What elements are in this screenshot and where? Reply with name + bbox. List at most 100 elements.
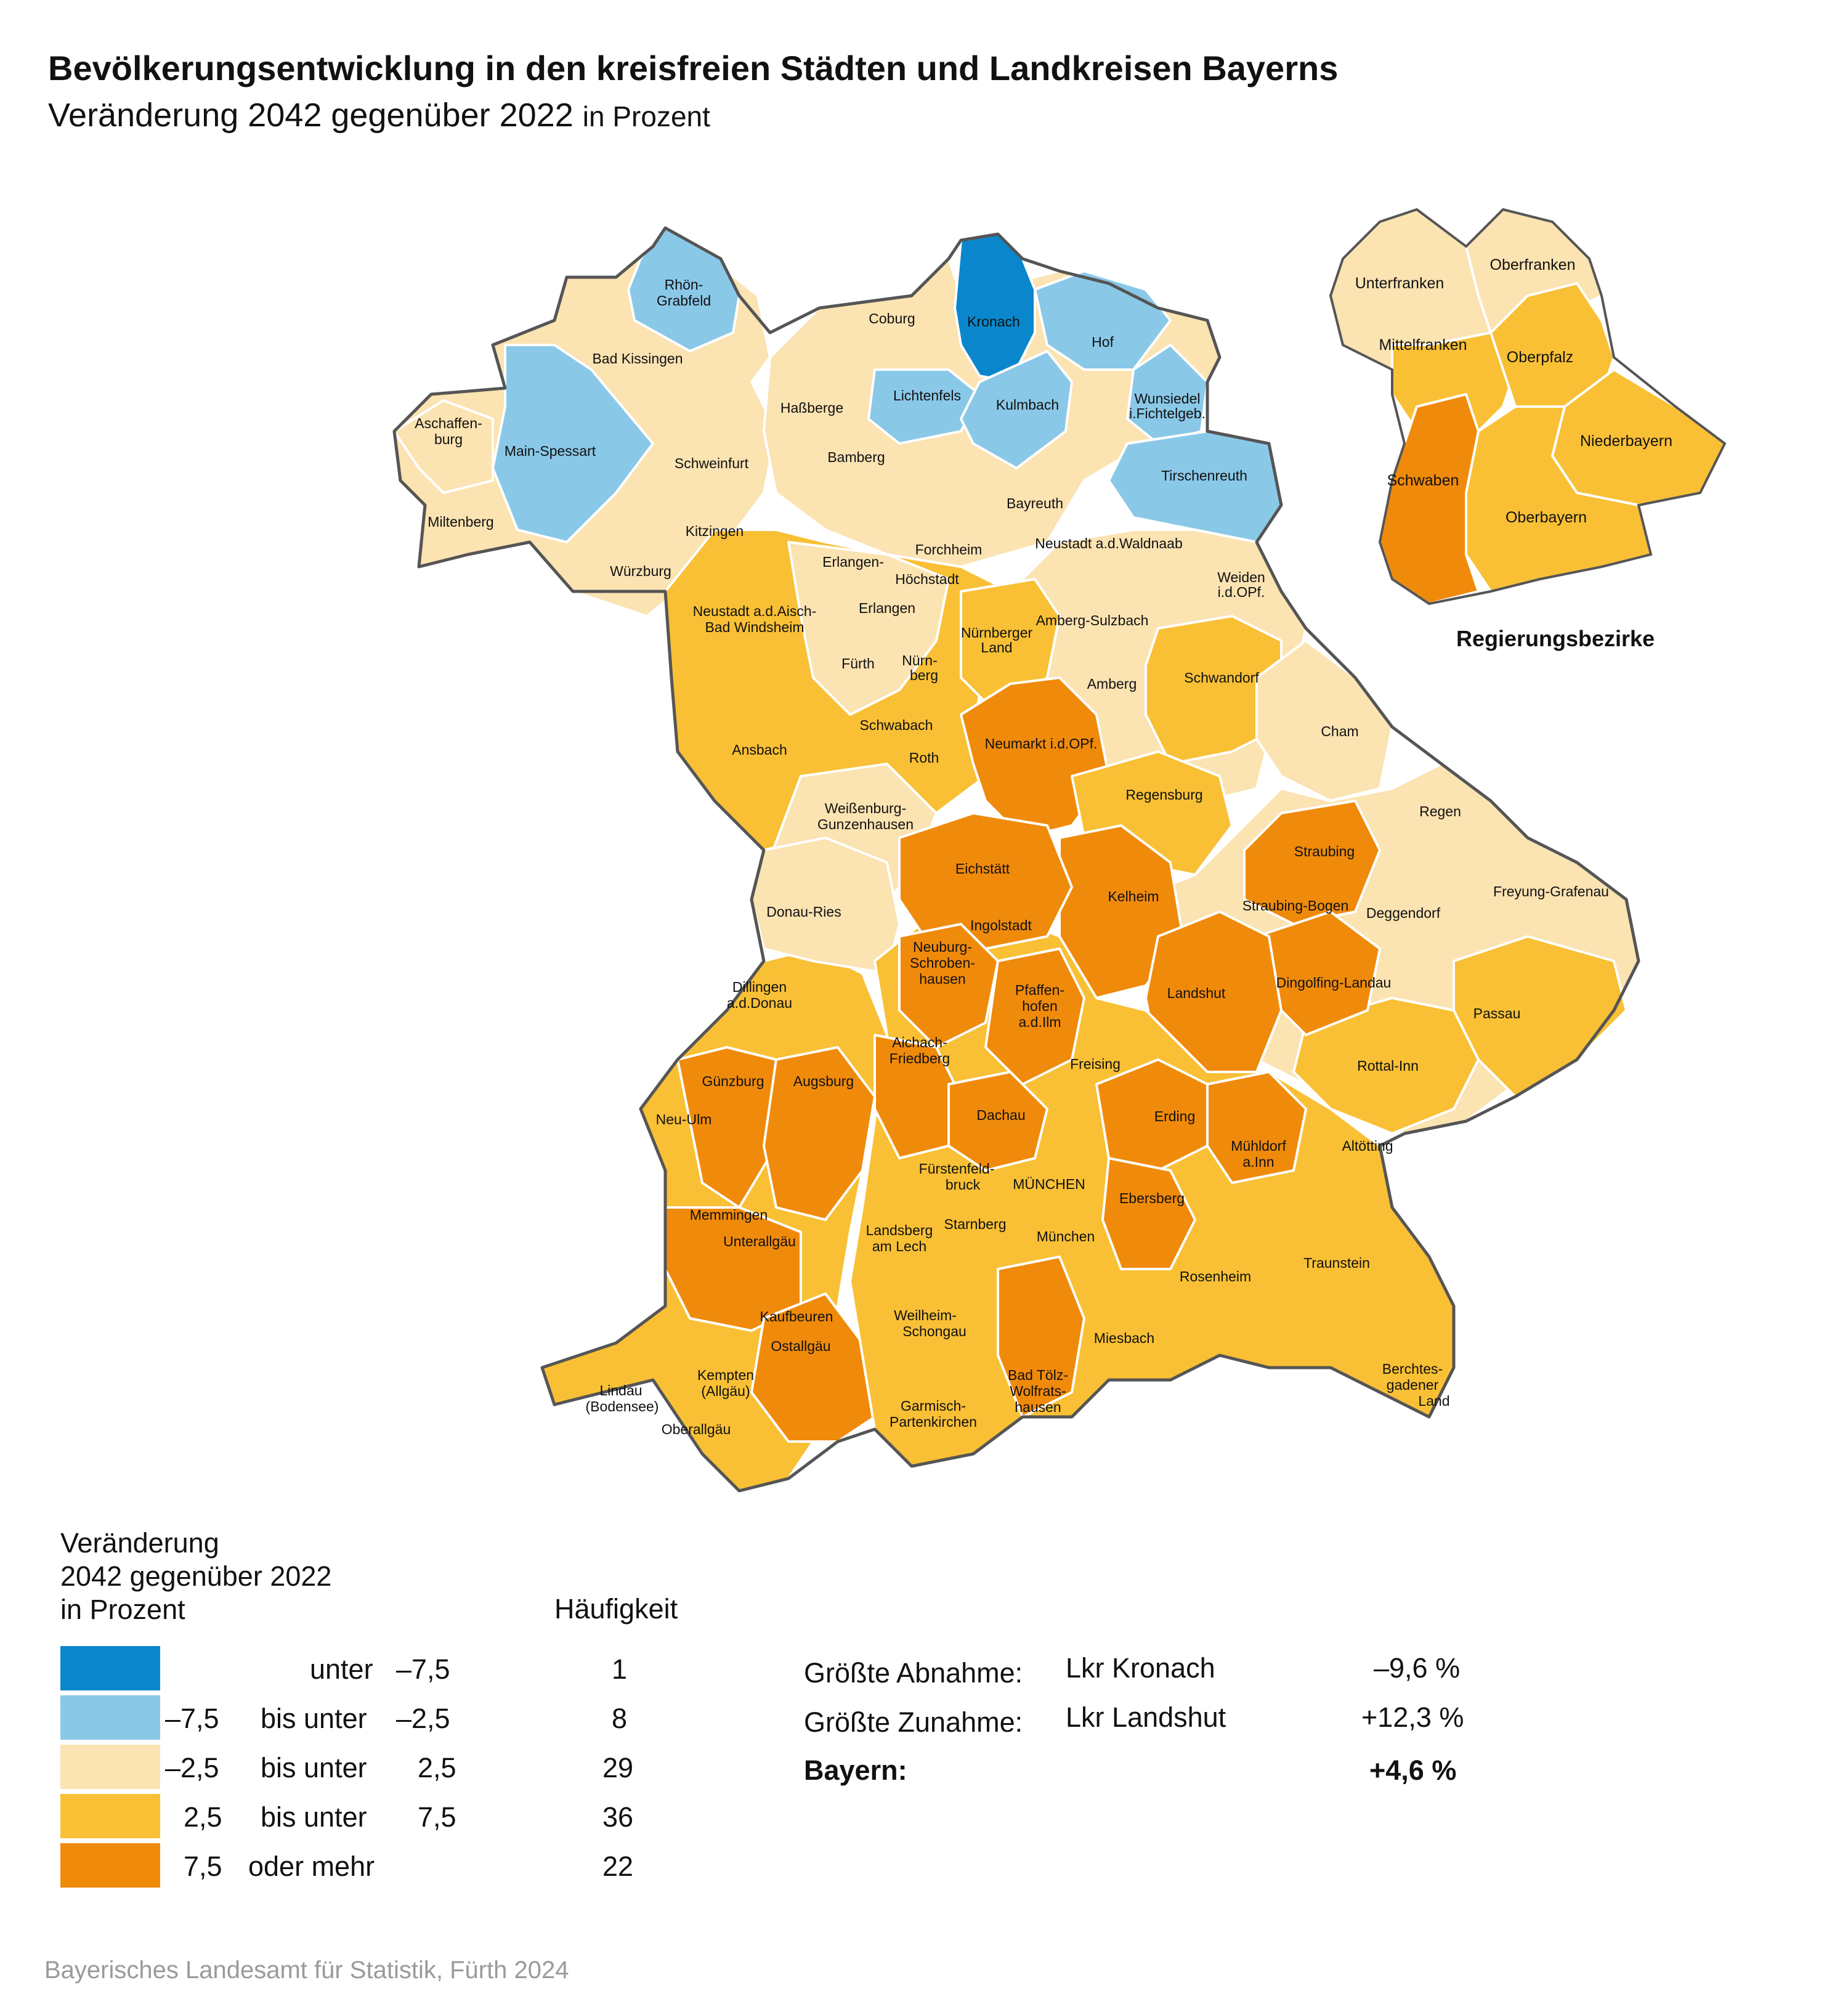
label-bad-kissingen: Bad Kissingen [592, 351, 683, 367]
stat-increase-value: +12,3 % [1361, 1702, 1464, 1733]
label-wei-2: i.d.OPf. [1218, 584, 1265, 600]
label-tol-1: Bad Tölz- [1008, 1367, 1068, 1383]
label-lindau: Lindau (Bodensee) [586, 1382, 659, 1414]
label-bayreuth: Bayreuth [1007, 495, 1063, 511]
label-dillingen: Dillingen a.d.Donau [727, 979, 792, 1011]
label-garmisch: Garmisch-Partenkirchen [890, 1398, 977, 1430]
legend-range-c: 7,5 [418, 1801, 456, 1833]
label-guenzburg: Günzburg [702, 1073, 764, 1089]
label-kem-1: Kempten [697, 1367, 754, 1383]
label-aic-2: Friedberg [890, 1050, 950, 1066]
legend-count: 36 [602, 1801, 634, 1833]
label-dingolfing-landau: Dingolfing-Landau [1276, 975, 1392, 991]
legend-count: 29 [602, 1752, 634, 1783]
legend-range-b: bis unter [261, 1703, 367, 1734]
label-regensburg: Regensburg [1125, 787, 1202, 803]
label-dil-2: a.d.Donau [727, 995, 792, 1011]
label-miesbach: Miesbach [1094, 1330, 1154, 1346]
label-bad-toelz: Bad Tölz-Wolfrats-hausen [1008, 1367, 1068, 1415]
label-lin-2: (Bodensee) [586, 1398, 659, 1414]
label-regen: Regen [1419, 803, 1461, 819]
label-ll-2: am Lech [872, 1238, 926, 1254]
label-dil-1: Dillingen [732, 979, 787, 995]
label-muehldorf: Mühldorf a.Inn [1231, 1138, 1286, 1170]
stat-decrease-value: –9,6 % [1374, 1652, 1461, 1684]
label-wun-2: i.Fichtelgeb. [1129, 405, 1206, 421]
label-main-spessart: Main-Spessart [505, 443, 596, 459]
legend-range-b: unter [310, 1653, 373, 1685]
legend-range-a: 2,5 [184, 1801, 222, 1833]
label-erding: Erding [1154, 1108, 1195, 1124]
label-eichstaett: Eichstätt [955, 861, 1010, 877]
inset-label-mittelfranken: Mittelfranken [1379, 336, 1467, 354]
label-mue-2: a.Inn [1242, 1154, 1274, 1170]
inset-label-oberpfalz: Oberpfalz [1507, 349, 1573, 366]
label-neu-ulm: Neu-Ulm [656, 1111, 712, 1127]
district-augsburg [763, 1046, 876, 1221]
label-hassberge: Haßberge [780, 400, 843, 416]
label-tirschenreuth: Tirschenreuth [1161, 468, 1247, 484]
label-amberg-sulzbach: Amberg-Sulzbach [1036, 612, 1149, 628]
label-kulmbach: Kulmbach [996, 397, 1059, 413]
label-ns-2: Schroben- [910, 955, 975, 971]
label-schwabach: Schwabach [860, 717, 933, 733]
inset-label-schwaben: Schwaben [1387, 472, 1459, 489]
label-nbg-1: Nürn- [902, 652, 938, 668]
label-dachau: Dachau [976, 1107, 1025, 1123]
legend-range-c: –7,5 [396, 1653, 450, 1685]
label-neumarkt: Neumarkt i.d.OPf. [985, 736, 1098, 752]
label-fuerstenfeldbruck: Fürstenfeld-bruck [919, 1161, 995, 1193]
label-unterallgaeu: Unterallgäu [723, 1233, 796, 1249]
legend-swatch [60, 1695, 160, 1740]
legend-swatch [60, 1843, 160, 1888]
label-tol-3: hausen [1015, 1399, 1061, 1415]
label-landshut: Landshut [1167, 985, 1226, 1001]
label-muenchen-stadt: MÜNCHEN [1013, 1176, 1085, 1192]
label-erlangen: Erlangen [859, 600, 915, 616]
label-nea-1: Neustadt a.d.Aisch- [693, 603, 817, 619]
label-gap-1: Garmisch- [901, 1398, 966, 1414]
label-kem-2: (Allgäu) [701, 1383, 750, 1399]
district-labels: Rhön-Grabfeld Bad Kissingen Aschaffen-bu… [415, 277, 1609, 1437]
label-bgl-1: Berchtes- [1382, 1361, 1443, 1377]
label-nl-1: Nürnberger [961, 625, 1033, 641]
label-aschaffenburg: Aschaffen-burg [415, 415, 482, 447]
label-fuerth: Fürth [841, 655, 875, 671]
label-coburg: Coburg [869, 310, 915, 327]
label-pfaffenhofen: Pfaffen-hofen a.d.Ilm [1015, 982, 1064, 1030]
label-muenchen-land: München [1037, 1228, 1095, 1244]
inset-label-oberfranken: Oberfranken [1490, 256, 1576, 274]
label-gap-2: Partenkirchen [890, 1414, 977, 1430]
legend-range-c: –2,5 [396, 1703, 450, 1734]
label-bgl-3: Land [1418, 1393, 1449, 1409]
label-weilheim: Weilheim-Schongau [894, 1307, 967, 1339]
subtitle-unit: in Prozent [582, 100, 710, 132]
label-weissenburg: Weißenburg-Gunzenhausen [817, 800, 914, 832]
label-schwandorf: Schwandorf [1184, 670, 1259, 686]
label-kempten: Kempten (Allgäu) [697, 1367, 754, 1399]
label-freising: Freising [1070, 1056, 1121, 1072]
stat-decrease-label: Größte Abnahme: [804, 1657, 1023, 1689]
stat-increase-region: Lkr Landshut [1066, 1702, 1226, 1733]
label-augsburg: Augsburg [793, 1073, 854, 1089]
stat-increase-label: Größte Zunahme: [804, 1706, 1023, 1738]
district-schwandorf [1145, 615, 1283, 765]
legend-row: unter –7,5 1 [60, 1646, 652, 1690]
label-berchtesgadener-land: Berchtes-gadener Land [1382, 1361, 1450, 1409]
label-mue-1: Mühldorf [1231, 1138, 1286, 1154]
legend-title: Veränderung 2042 gegenüber 2022 in Proze… [60, 1527, 331, 1626]
label-wei-1: Weiden [1217, 569, 1265, 585]
label-ebersberg: Ebersberg [1119, 1190, 1185, 1206]
label-rhoen-2: Grabfeld [657, 293, 711, 309]
label-oberallgaeu: Oberallgäu [662, 1421, 731, 1437]
label-wunsiedel: Wunsiedel i.Fichtelgeb. [1129, 391, 1206, 421]
label-kaufbeuren: Kaufbeuren [760, 1308, 833, 1325]
legend-count: 22 [602, 1851, 634, 1882]
label-ll-1: Landsberg [866, 1222, 933, 1238]
label-neustadt-aisch: Neustadt a.d.Aisch-Bad Windsheim [693, 603, 817, 635]
label-starnberg: Starnberg [944, 1216, 1006, 1232]
region-mittelfranken-north-light [787, 541, 950, 716]
label-neuburg: Neuburg-Schroben-hausen [910, 939, 975, 987]
label-miltenberg: Miltenberg [428, 514, 493, 530]
district-neuburg [898, 923, 999, 1049]
